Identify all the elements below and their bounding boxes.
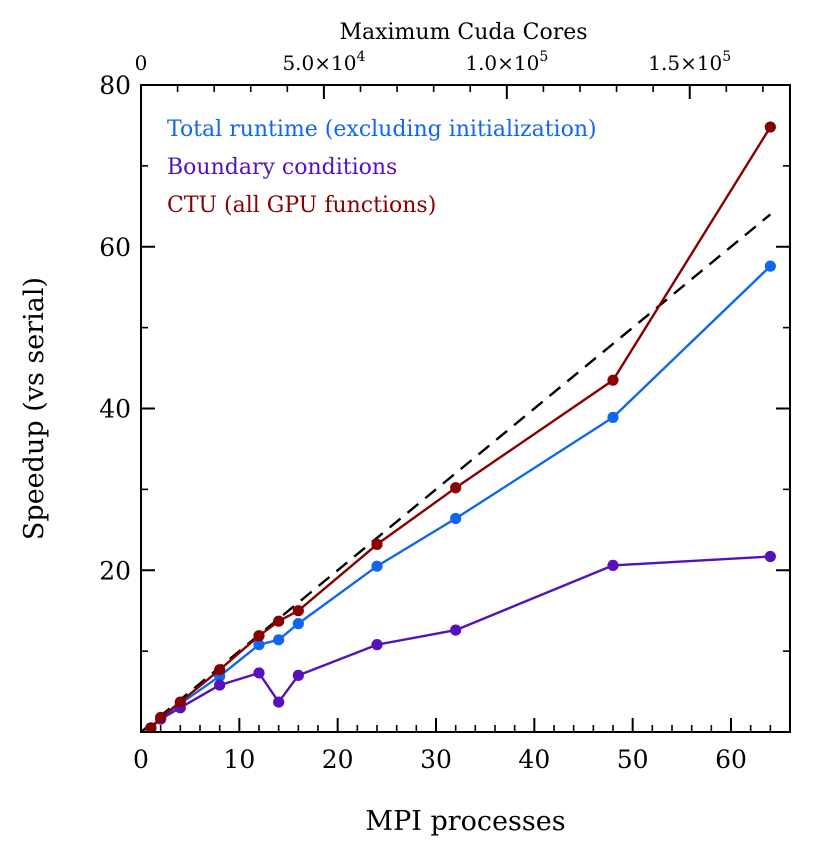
top-tick-label: 1.5×105	[648, 49, 731, 75]
y-tick-label: 20	[99, 556, 131, 585]
x-tick-label: 10	[223, 745, 255, 774]
y-tick-label: 40	[99, 395, 131, 424]
x-tick-label: 50	[617, 745, 649, 774]
top-axis-title: Maximum Cuda Cores	[339, 20, 587, 45]
data-point	[273, 615, 285, 627]
top-tick-exponent: 5	[539, 49, 548, 65]
data-point	[253, 667, 265, 679]
top-tick-label: 5.0×104	[282, 49, 365, 75]
x-axis-title: MPI processes	[365, 806, 565, 837]
data-point	[273, 634, 285, 646]
data-point	[450, 624, 462, 636]
data-point	[450, 482, 462, 494]
data-point	[764, 121, 776, 133]
data-point	[214, 679, 226, 691]
ideal-scaling-line	[141, 213, 772, 732]
data-point	[273, 696, 285, 708]
data-point	[174, 696, 186, 708]
top-tick-label: 1.0×105	[465, 49, 548, 75]
top-tick-mantissa: 1.5×10	[648, 51, 722, 75]
data-point	[607, 374, 619, 386]
x-tick-label: 60	[715, 745, 747, 774]
data-point	[253, 630, 265, 642]
data-point	[292, 618, 304, 630]
plot-area	[141, 121, 776, 732]
data-point	[145, 722, 157, 732]
legend-entry-3: CTU (all GPU functions)	[167, 193, 436, 218]
data-point	[253, 639, 265, 651]
data-point	[371, 639, 383, 651]
y-tick-label: 60	[99, 233, 131, 262]
legend-entry-1: Total runtime (excluding initialization)	[167, 117, 597, 142]
series-line-1	[149, 265, 772, 729]
data-point	[292, 605, 304, 617]
plot-frame	[140, 84, 791, 733]
data-point	[764, 260, 776, 272]
data-point	[155, 711, 167, 724]
top-tick-exponent: 5	[722, 49, 731, 65]
data-point	[607, 411, 619, 423]
data-point	[764, 550, 776, 563]
top-tick-mantissa: 1.0×10	[465, 51, 539, 75]
data-point	[450, 512, 462, 525]
top-tick-mantissa: 0	[135, 51, 148, 75]
data-point	[292, 669, 304, 681]
data-point	[607, 559, 619, 571]
x-tick-label: 0	[133, 745, 149, 774]
y-tick-label: 80	[99, 71, 131, 100]
x-tick-label: 30	[420, 745, 452, 774]
series-line-2	[149, 555, 771, 729]
y-axis-title: Speedup (vs serial)	[19, 277, 50, 540]
top-tick-exponent: 4	[356, 49, 365, 65]
top-tick-label: 0	[135, 51, 148, 75]
legend-entry-2: Boundary conditions	[167, 155, 397, 180]
x-tick-label: 40	[518, 745, 550, 774]
data-point	[371, 538, 383, 550]
top-tick-mantissa: 5.0×10	[282, 51, 356, 75]
data-point	[214, 664, 226, 676]
data-point	[371, 560, 383, 572]
x-tick-label: 20	[322, 745, 354, 774]
